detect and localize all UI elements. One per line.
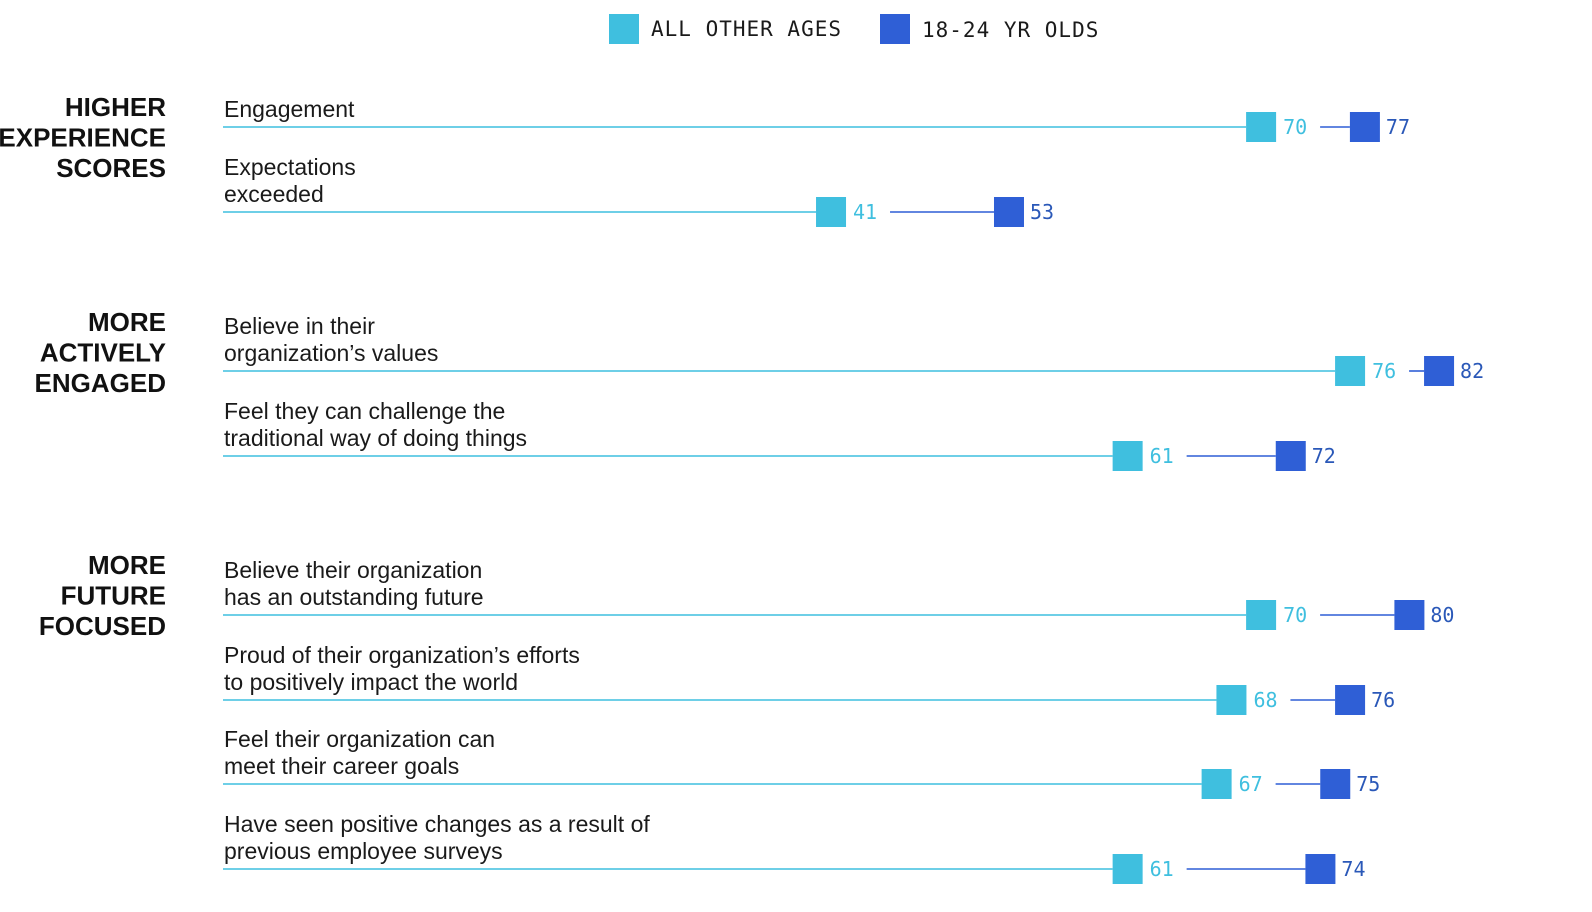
legend: ALL OTHER AGES 18-24 YR OLDS [609, 14, 1099, 44]
row-label-line: Proud of their organization’s efforts [224, 642, 580, 668]
row-label-line: Feel they can challenge the [224, 398, 505, 424]
group-label-line: MORE [88, 550, 166, 580]
marker-all-other-ages [816, 197, 847, 227]
group-label-line: MORE [88, 307, 166, 337]
marker-all-other-ages [1201, 769, 1232, 799]
group-label-line: SCORES [56, 153, 166, 183]
marker-18-24-yr-olds [1424, 356, 1455, 386]
value-label-all-other-ages: 61 [1150, 857, 1174, 881]
group-label-line: HIGHER [65, 92, 166, 122]
marker-18-24-yr-olds [1394, 600, 1425, 630]
group-label-line: FUTURE [61, 581, 166, 611]
value-label-18-24-yr-olds: 80 [1430, 603, 1454, 627]
value-label-18-24-yr-olds: 76 [1371, 688, 1395, 712]
marker-18-24-yr-olds [993, 197, 1024, 227]
row-label-line: exceeded [224, 181, 324, 207]
marker-all-other-ages [1335, 356, 1366, 386]
value-label-all-other-ages: 76 [1372, 359, 1396, 383]
marker-18-24-yr-olds [1349, 112, 1380, 142]
group-label-line: FOCUSED [39, 611, 166, 641]
value-label-all-other-ages: 41 [853, 200, 877, 224]
marker-all-other-ages [1112, 854, 1143, 884]
row-label-line: traditional way of doing things [224, 425, 527, 451]
row-label-line: Engagement [224, 96, 355, 122]
value-label-18-24-yr-olds: 53 [1030, 200, 1054, 224]
value-label-all-other-ages: 70 [1283, 115, 1307, 139]
row-label-line: to positively impact the world [224, 669, 518, 695]
row-label-line: has an outstanding future [224, 584, 484, 610]
row-label-line: Have seen positive changes as a result o… [224, 811, 650, 837]
row-label-line: Believe their organization [224, 557, 482, 583]
marker-all-other-ages [1246, 112, 1277, 142]
marker-18-24-yr-olds [1305, 854, 1336, 884]
value-label-18-24-yr-olds: 82 [1460, 359, 1484, 383]
legend-swatch-18-24-yr-olds [880, 14, 910, 44]
marker-all-other-ages [1112, 441, 1143, 471]
value-label-all-other-ages: 70 [1283, 603, 1307, 627]
row-label-line: organization’s values [224, 340, 438, 366]
legend-label-18-24-yr-olds: 18-24 YR OLDS [922, 18, 1099, 42]
row-label-line: meet their career goals [224, 753, 459, 779]
group-label-line: EXPERIENCE [0, 123, 166, 153]
marker-18-24-yr-olds [1275, 441, 1306, 471]
value-label-18-24-yr-olds: 77 [1386, 115, 1410, 139]
value-label-18-24-yr-olds: 72 [1312, 444, 1336, 468]
value-label-all-other-ages: 67 [1239, 772, 1263, 796]
group-label-line: ACTIVELY [40, 338, 166, 368]
value-label-all-other-ages: 68 [1253, 688, 1277, 712]
marker-all-other-ages [1216, 685, 1247, 715]
row-label-line: Expectations [224, 154, 356, 180]
group-label-line: ENGAGED [35, 368, 166, 398]
marker-18-24-yr-olds [1335, 685, 1366, 715]
marker-18-24-yr-olds [1320, 769, 1351, 799]
legend-swatch-all-other-ages [609, 14, 639, 44]
legend-label-all-other-ages: ALL OTHER AGES [651, 17, 842, 41]
value-label-all-other-ages: 61 [1150, 444, 1174, 468]
value-label-18-24-yr-olds: 75 [1356, 772, 1380, 796]
value-label-18-24-yr-olds: 74 [1341, 857, 1365, 881]
marker-all-other-ages [1246, 600, 1277, 630]
row-label-line: Feel their organization can [224, 726, 495, 752]
row-label-line: previous employee surveys [224, 838, 503, 864]
row-label-line: Believe in their [224, 313, 375, 339]
